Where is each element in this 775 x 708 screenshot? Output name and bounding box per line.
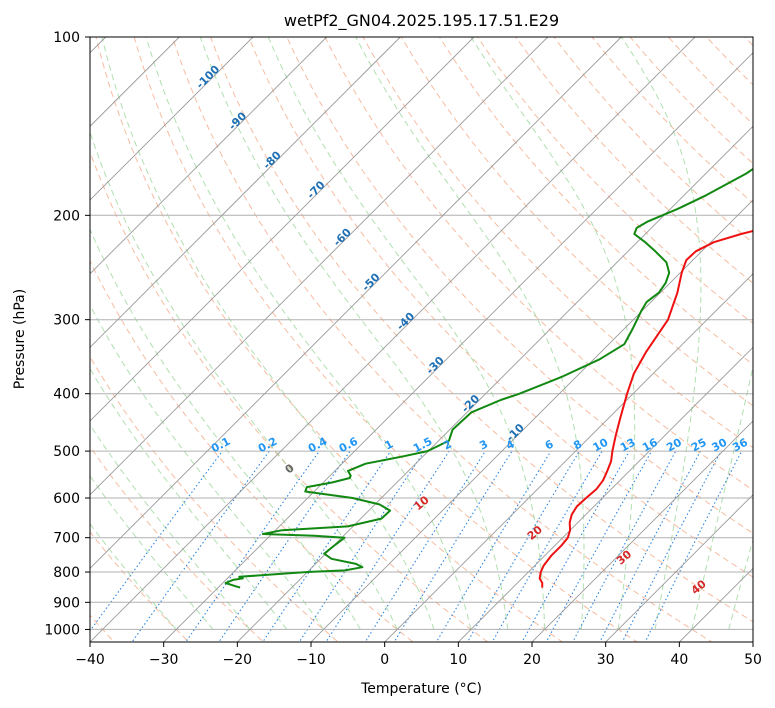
y-tick-label: 600 xyxy=(53,491,80,507)
axis-ticks: −40 −30 −20 −10 0 10 20 30 40 50 1000 900 800 700 600 5… xyxy=(44,30,762,668)
y-axis-label: Pressure (hPa) xyxy=(12,289,28,389)
dry-adiabat xyxy=(591,37,753,204)
moist-adiabat xyxy=(90,130,398,630)
chart-title: wetPf2_GN04.2025.195.17.51.E29 xyxy=(284,11,559,31)
mixing-ratio-line xyxy=(262,450,392,642)
dry-adiabat xyxy=(90,355,340,642)
isotherm xyxy=(90,37,254,201)
isotherm xyxy=(310,199,753,642)
dry-adiabat xyxy=(248,37,753,578)
moist-adiabat xyxy=(90,304,325,630)
x-tick-label: −20 xyxy=(223,652,253,668)
x-tick-label: 40 xyxy=(670,652,688,668)
x-tick-label: 20 xyxy=(523,652,541,668)
mixing-ratio-line xyxy=(131,450,270,642)
isotherm xyxy=(457,346,753,642)
moist-adiabat xyxy=(101,37,435,630)
mixing-ratio-label: 16 xyxy=(640,436,660,455)
isotherm xyxy=(163,52,753,642)
mixing-ratio-label: 25 xyxy=(689,436,709,455)
moist-adiabat xyxy=(145,37,472,630)
dry-adiabat xyxy=(477,37,753,325)
mixing-ratio-line xyxy=(325,450,450,642)
isotherm xyxy=(90,37,622,570)
dry-adiabat xyxy=(133,37,639,642)
dry-adiabat xyxy=(324,37,753,491)
mixing-ratio-line xyxy=(298,450,425,642)
y-tick-label: 100 xyxy=(53,30,80,46)
dry-adiabat xyxy=(362,37,753,449)
x-tick-label: 10 xyxy=(449,652,467,668)
mixing-ratio-line xyxy=(644,450,743,642)
mixing-ratio-line xyxy=(491,450,603,642)
y-tick-label: 300 xyxy=(53,313,80,329)
moist-adiabat xyxy=(267,37,546,630)
dry-adiabat xyxy=(286,37,753,534)
isotherm-lines xyxy=(90,37,753,642)
y-tick-label: 700 xyxy=(53,531,80,547)
mixing-ratio-label: 30 xyxy=(710,436,730,455)
isotherm xyxy=(605,494,753,642)
dry-adiabat xyxy=(95,37,564,642)
x-tick-label: 0 xyxy=(380,652,389,668)
y-tick-label: 900 xyxy=(53,595,80,611)
isotherm xyxy=(531,420,753,642)
dry-adiabat xyxy=(210,37,753,623)
mixing-ratio-line xyxy=(435,450,552,642)
isotherm xyxy=(384,273,753,642)
moist-adiabat xyxy=(691,364,753,630)
isotherm xyxy=(90,37,401,348)
dry-adiabat xyxy=(438,37,753,366)
mixing-ratio-line xyxy=(185,450,320,642)
mixing-ratio-label: 20 xyxy=(664,436,684,455)
isotherm xyxy=(90,37,696,642)
x-tick-label: −40 xyxy=(75,652,105,668)
moist-adiabat xyxy=(621,37,702,630)
dry-adiabat xyxy=(629,37,753,165)
y-tick-label: 1000 xyxy=(44,622,80,638)
background-lines xyxy=(90,37,753,642)
isotherm xyxy=(90,37,549,496)
x-tick-label: 50 xyxy=(744,652,762,668)
pressure-gridlines xyxy=(90,37,753,630)
dry-adiabat xyxy=(90,531,190,642)
moist-adiabat xyxy=(199,37,509,630)
y-tick-label: 200 xyxy=(53,208,80,224)
dry-adiabat xyxy=(171,37,713,642)
x-tick-label: −30 xyxy=(149,652,179,668)
moist-adiabat xyxy=(355,37,585,630)
dry-adiabat xyxy=(90,150,489,642)
y-tick-label: 400 xyxy=(53,387,80,403)
isotherm xyxy=(90,37,475,422)
x-tick-label: 30 xyxy=(597,652,615,668)
mixing-ratio-label: 36 xyxy=(730,436,750,455)
x-axis-label: Temperature (°C) xyxy=(360,681,482,697)
mixing-ratio-label: 13 xyxy=(618,436,638,455)
moist-adiabat xyxy=(90,228,361,630)
mixing-ratio-line xyxy=(218,450,351,642)
y-tick-label: 500 xyxy=(53,444,80,460)
mixing-ratio-label: 10 xyxy=(591,436,611,455)
dewpoint-line xyxy=(224,167,753,589)
y-tick-label: 800 xyxy=(53,565,80,581)
mixing-ratio-line xyxy=(466,450,580,642)
plot-frame xyxy=(89,36,754,643)
temperature-line xyxy=(538,229,753,588)
sounding-profiles xyxy=(224,167,753,589)
mixing-ratio-line xyxy=(545,450,653,642)
x-tick-label: −10 xyxy=(296,652,326,668)
isotherm xyxy=(90,37,328,275)
